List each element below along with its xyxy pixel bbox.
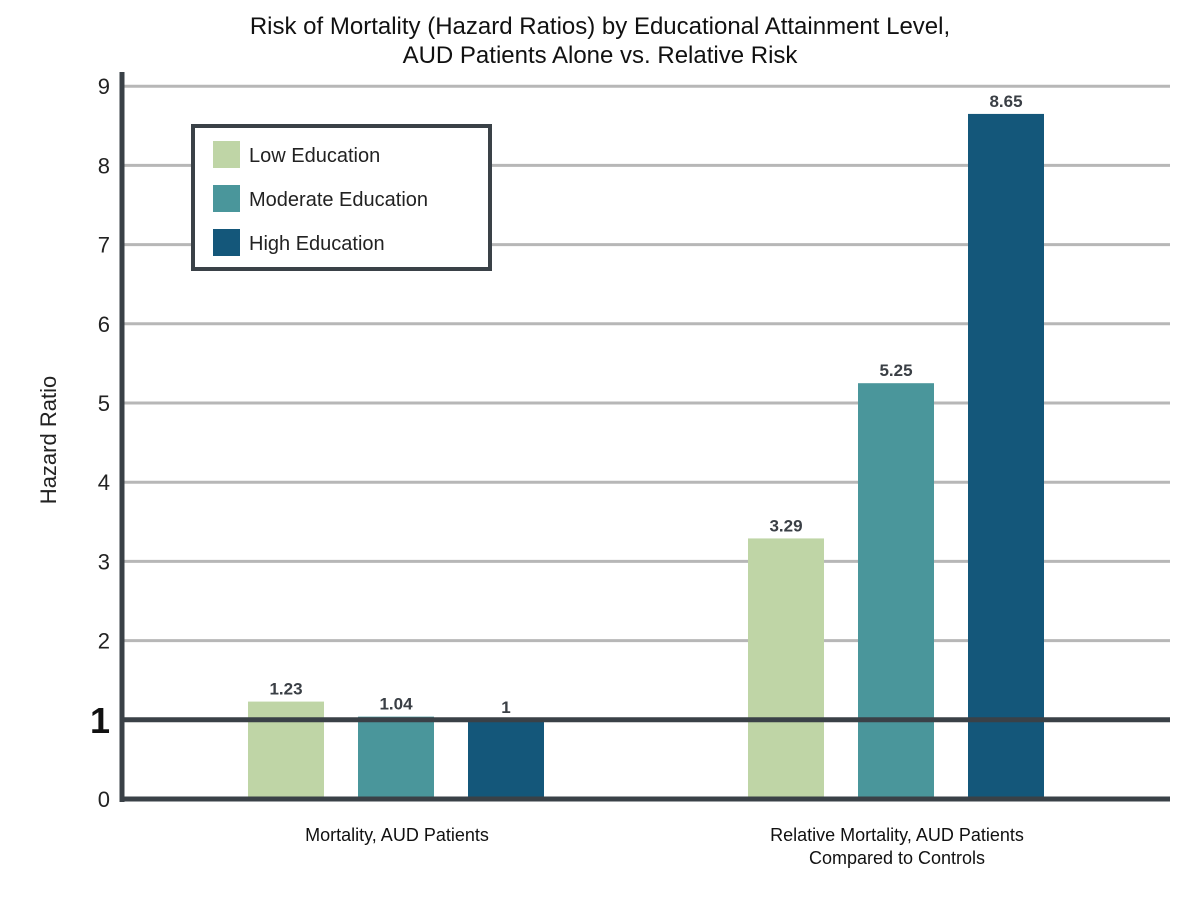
category-label-1-0: Relative Mortality, AUD Patients [770, 825, 1024, 845]
y-tick-3: 3 [98, 549, 110, 574]
y-tick-9: 9 [98, 74, 110, 99]
bar-2-0 [468, 719, 544, 799]
category-labels: Mortality, AUD Patients Relative Mortalit… [305, 825, 1024, 868]
y-axis-label: Hazard Ratio [36, 376, 61, 504]
bar-0-0 [248, 701, 324, 799]
category-label-0-0: Mortality, AUD Patients [305, 825, 489, 845]
title-line-1: Risk of Mortality (Hazard Ratios) by Edu… [250, 13, 950, 40]
y-tick-2: 2 [98, 629, 110, 654]
axes [119, 72, 1170, 802]
y-tick-6: 6 [98, 312, 110, 337]
y-tick-0: 0 [98, 787, 110, 812]
legend-label-0: Low Education [249, 145, 380, 167]
category-label-1-1: Compared to Controls [809, 848, 985, 868]
bar-1-0 [358, 716, 434, 799]
legend: Low Education Moderate Education High Educ… [191, 124, 492, 271]
data-label-2-0: 1 [501, 698, 510, 717]
chart-title: Risk of Mortality (Hazard Ratios) by Edu… [250, 13, 950, 69]
bar-0-1 [748, 538, 824, 799]
data-label-0-1: 3.29 [769, 516, 802, 535]
legend-swatch-0 [213, 141, 240, 168]
title-line-2: AUD Patients Alone vs. Relative Risk [403, 42, 799, 69]
y-tick-8: 8 [98, 153, 110, 178]
data-label-1-0: 1.04 [379, 695, 413, 714]
data-label-1-1: 5.25 [879, 361, 912, 380]
y-tick-7: 7 [98, 233, 110, 258]
legend-box [191, 124, 492, 271]
data-label-2-1: 8.65 [989, 92, 1022, 111]
y-tick-labels: 0 1 2 3 4 5 6 7 8 9 [90, 74, 110, 812]
legend-label-1: Moderate Education [249, 189, 428, 211]
y-tick-4: 4 [98, 470, 110, 495]
legend-label-2: High Education [249, 233, 385, 255]
legend-swatch-2 [213, 229, 240, 256]
bars: 1.23 3.29 1.04 5.25 1 8.65 [248, 92, 1044, 800]
data-label-0-0: 1.23 [269, 680, 302, 699]
y-tick-5: 5 [98, 391, 110, 416]
y-tick-1: 1 [90, 700, 110, 741]
bar-1-1 [858, 383, 934, 799]
bar-2-1 [968, 113, 1044, 800]
legend-swatch-1 [213, 185, 240, 212]
